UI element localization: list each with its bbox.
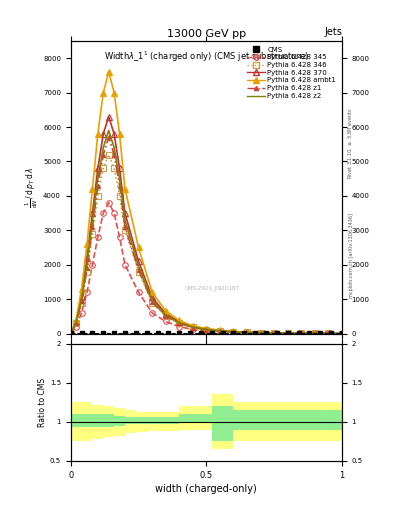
X-axis label: width (charged-only): width (charged-only): [156, 484, 257, 494]
Legend: CMS, Pythia 6.428 345, Pythia 6.428 346, Pythia 6.428 370, Pythia 6.428 ambt1, P: CMS, Pythia 6.428 345, Pythia 6.428 346,…: [245, 45, 338, 101]
Text: Width$\lambda\_1^1$ (charged only) (CMS jet substructure): Width$\lambda\_1^1$ (charged only) (CMS …: [104, 50, 309, 64]
Text: CMS-2921_JI920187: CMS-2921_JI920187: [184, 286, 239, 291]
Text: Jets: Jets: [324, 27, 342, 36]
Text: mcplots.cern.ch [arXiv:1306.3436]: mcplots.cern.ch [arXiv:1306.3436]: [349, 214, 354, 298]
Text: Rivet 3.1.10, $\geq$ 3.3M events: Rivet 3.1.10, $\geq$ 3.3M events: [346, 108, 354, 179]
Title: 13000 GeV pp: 13000 GeV pp: [167, 29, 246, 39]
Y-axis label: Ratio to CMS: Ratio to CMS: [38, 378, 47, 427]
Y-axis label: $\frac{1}{\mathrm{d}N}\,/\,\mathrm{d}\,p_T\,\mathrm{d}\,\lambda$: $\frac{1}{\mathrm{d}N}\,/\,\mathrm{d}\,p…: [24, 167, 40, 208]
